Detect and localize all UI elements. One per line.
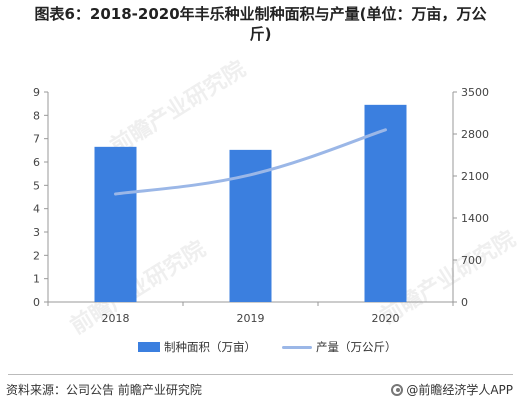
y-right-tick-label: 2800 (461, 128, 489, 141)
y-left-tick-label: 9 (33, 86, 40, 99)
y-right-tick-label: 700 (461, 254, 482, 267)
chart-title-line2: 斤) (249, 25, 272, 43)
y-right-tick-label: 0 (461, 296, 468, 309)
legend-item-bar: 制种面积（万亩） (138, 339, 256, 355)
line-production (114, 128, 387, 196)
x-tick-label: 2018 (102, 312, 130, 325)
y-left-tick-label: 2 (33, 249, 40, 262)
y-left-tick-label: 4 (33, 203, 40, 216)
y-left-tick-label: 7 (33, 133, 40, 146)
legend-line-label: 产量（万公斤） (316, 340, 397, 354)
legend-line-swatch (282, 345, 312, 349)
x-tick-label: 2019 (237, 312, 265, 325)
brand-logo-icon (391, 383, 404, 396)
y-left-tick-label: 3 (33, 226, 40, 239)
bar-2019 (229, 149, 272, 302)
y-right-tick-label: 1400 (461, 212, 489, 225)
y-right-tick-label: 2100 (461, 170, 489, 183)
chart-title-line1: 图表6：2018-2020年丰乐种业制种面积与产量(单位：万亩，万公 (34, 5, 487, 23)
y-left-tick-label: 8 (33, 109, 40, 122)
footer-source: 资料来源：公司公告 前瞻产业研究院 (6, 383, 202, 397)
bar-2018 (94, 146, 137, 302)
chart-svg: 0 1 2 3 4 5 6 7 8 9 0 700 1400 2100 2800 3500 2018 2019 20… (33, 86, 489, 325)
footer-brand-text: @前瞻经济学人APP (406, 383, 513, 397)
x-tick-label: 2020 (372, 312, 400, 325)
y-left-tick-label: 5 (33, 179, 40, 192)
y-left-tick-label: 0 (33, 296, 40, 309)
chart-title: 图表6：2018-2020年丰乐种业制种面积与产量(单位：万亩，万公 斤) (0, 4, 521, 44)
footer-brand: @前瞻经济学人APP (391, 381, 513, 398)
y-left-tick-label: 6 (33, 156, 40, 169)
bar-2020 (364, 104, 407, 302)
legend-bar-label: 制种面积（万亩） (164, 340, 256, 354)
footer-divider (8, 374, 513, 375)
y-left-tick-label: 1 (33, 273, 40, 286)
legend: 制种面积（万亩） 产量（万公斤） (0, 339, 521, 355)
y-right-tick-label: 3500 (461, 86, 489, 99)
legend-bar-swatch (138, 342, 160, 352)
legend-item-line: 产量（万公斤） (282, 339, 397, 355)
